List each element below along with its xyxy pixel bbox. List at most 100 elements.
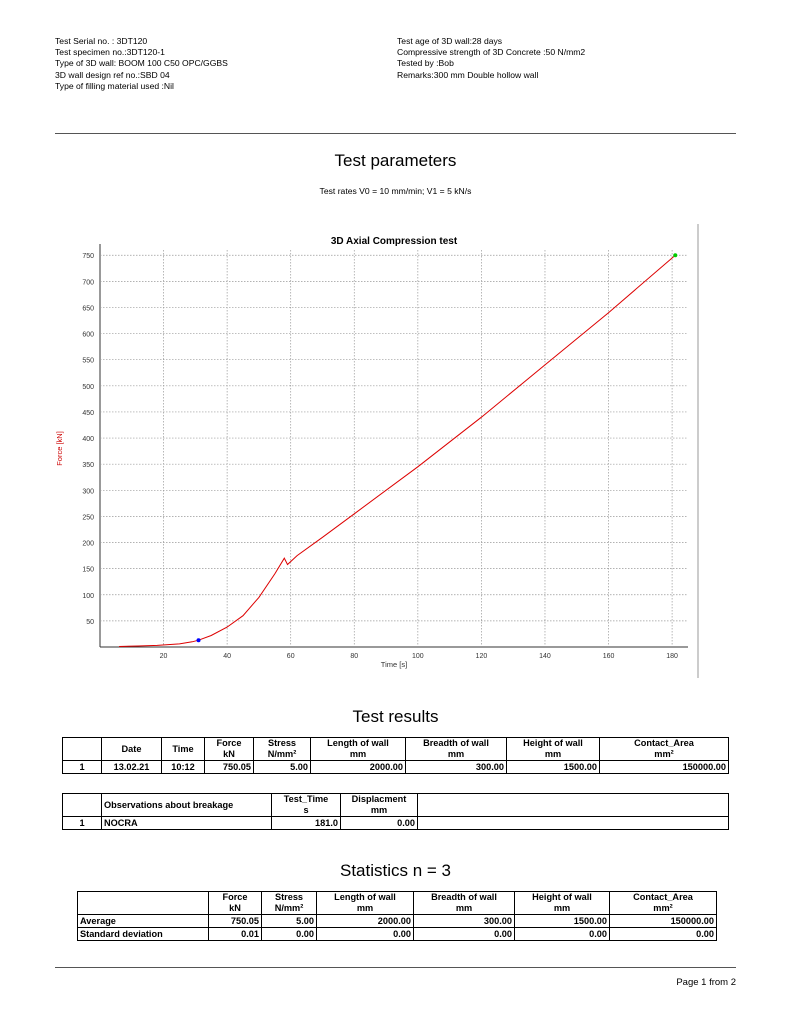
results-contact-area: 150000.00 xyxy=(599,760,729,774)
results-col-length: Length of wall mm xyxy=(310,737,406,761)
chart-title: 3D Axial Compression test xyxy=(331,236,458,247)
results-stress: 5.00 xyxy=(253,760,311,774)
stats-avg-label: Average xyxy=(77,914,209,928)
results-col-force: Force kN xyxy=(204,737,254,761)
x-tick-label: 120 xyxy=(476,653,488,660)
y-tick-label: 300 xyxy=(82,488,94,495)
test-serial-no: Test Serial no. : 3DT120 xyxy=(55,36,148,46)
results-force: 750.05 xyxy=(204,760,254,774)
top-divider xyxy=(55,133,736,134)
stats-sd-force: 0.01 xyxy=(208,927,262,941)
results-col-time: Time xyxy=(161,737,205,761)
stats-col-stress: Stress N/mm² xyxy=(261,891,317,915)
stats-sd-length: 0.00 xyxy=(316,927,414,941)
results-breadth: 300.00 xyxy=(405,760,507,774)
y-tick-label: 750 xyxy=(82,253,94,260)
obs-col-observations: Observations about breakage xyxy=(101,793,272,817)
results-col-date: Date xyxy=(101,737,162,761)
observations-table: Observations about breakage Test_Time s D… xyxy=(62,793,729,830)
results-col-contact-area: Contact_Area mm² xyxy=(599,737,729,761)
stats-sd-height: 0.00 xyxy=(514,927,610,941)
stats-sd-contact-area: 0.00 xyxy=(609,927,717,941)
obs-displacement: 0.00 xyxy=(340,816,418,830)
y-tick-label: 500 xyxy=(82,384,94,391)
obs-observation: NOCRA xyxy=(101,816,272,830)
results-length: 2000.00 xyxy=(310,760,406,774)
table-row: 1 NOCRA 181.0 0.00 xyxy=(62,816,729,830)
wall-type: Type of 3D wall: BOOM 100 C50 OPC/GGBS xyxy=(55,58,228,69)
y-tick-label: 600 xyxy=(82,332,94,339)
results-height: 1500.00 xyxy=(506,760,600,774)
results-col-index xyxy=(62,737,102,761)
y-tick-label: 650 xyxy=(82,305,94,312)
stats-avg-breadth: 300.00 xyxy=(413,914,515,928)
stats-col-height: Height of wall mm xyxy=(514,891,610,915)
chart-svg: 50 100 150 200 250 300 350 400 450 500 550 600 650 70… xyxy=(55,224,699,678)
obs-blank xyxy=(417,816,729,830)
test-parameters-title: Test parameters xyxy=(334,151,457,170)
results-index: 1 xyxy=(62,760,102,774)
obs-test-time: 181.0 xyxy=(271,816,341,830)
y-tick-label: 700 xyxy=(82,279,94,286)
filling-material: Type of filling material used :Nil xyxy=(55,80,174,91)
page-number: Page 1 from 2 xyxy=(676,977,736,988)
y-tick-label: 200 xyxy=(82,541,94,548)
x-tick-label: 180 xyxy=(666,653,678,660)
y-tick-label: 550 xyxy=(82,358,94,365)
header-right: Test age of 3D wall:28 days Compressive … xyxy=(397,36,585,81)
results-header-row: Date Time Force kN Stress N/mm² Length of … xyxy=(62,737,729,761)
y-tick-label: 250 xyxy=(82,514,94,521)
results-col-height: Height of wall mm xyxy=(506,737,600,761)
obs-index: 1 xyxy=(62,816,102,830)
tested-by: Tested by :Bob xyxy=(397,58,454,69)
y-tick-label: 150 xyxy=(82,567,94,574)
obs-col-displacement: Displacment mm xyxy=(340,793,418,817)
statistics-title: Statistics n = 3 xyxy=(339,861,452,880)
results-date: 13.02.21 xyxy=(101,760,162,774)
bottom-divider xyxy=(55,967,736,968)
start-marker xyxy=(196,638,201,643)
results-table: Date Time Force kN Stress N/mm² Length of … xyxy=(62,737,729,774)
stats-avg-length: 2000.00 xyxy=(316,914,414,928)
stats-col-length: Length of wall mm xyxy=(316,891,414,915)
stats-avg-stress: 5.00 xyxy=(261,914,317,928)
results-time: 10:12 xyxy=(161,760,205,774)
stats-avg-contact-area: 150000.00 xyxy=(609,914,717,928)
stats-sd-label: Standard deviation xyxy=(77,927,209,941)
observations-header-row: Observations about breakage Test_Time s D… xyxy=(62,793,729,817)
x-tick-label: 140 xyxy=(539,653,551,660)
x-tick-label: 60 xyxy=(287,653,295,660)
stats-avg-force: 750.05 xyxy=(208,914,262,928)
wall-design-ref: 3D wall design ref no.:SBD 04 xyxy=(55,69,170,80)
results-col-breadth: Breadth of wall mm xyxy=(405,737,507,761)
y-tick-label: 50 xyxy=(86,619,94,626)
obs-col-test-time: Test_Time s xyxy=(271,793,341,817)
stats-col-label xyxy=(77,891,209,915)
remarks: Remarks:300 mm Double hollow wall xyxy=(397,69,539,80)
y-tick-label: 100 xyxy=(82,593,94,600)
stats-header-row: Force kN Stress N/mm² Length of wall mm Bre… xyxy=(77,891,717,915)
results-col-stress: Stress N/mm² xyxy=(253,737,311,761)
test-results-title: Test results xyxy=(352,707,439,726)
y-axis-label: Force [kN] xyxy=(55,431,64,466)
stats-sd-stress: 0.00 xyxy=(261,927,317,941)
table-row: 1 13.02.21 10:12 750.05 5.00 2000.00 300… xyxy=(62,760,729,774)
stats-sd-breadth: 0.00 xyxy=(413,927,515,941)
header-left: Test Serial no. : 3DT120 Test specimen n… xyxy=(55,36,228,92)
stats-col-contact-area: Contact_Area mm² xyxy=(609,891,717,915)
y-tick-label: 400 xyxy=(82,436,94,443)
test-specimen-no: Test specimen no.:3DT120-1 xyxy=(55,47,165,58)
compressive-strength: Compressive strength of 3D Concrete :50 … xyxy=(397,47,586,58)
x-tick-label: 80 xyxy=(350,653,358,660)
stats-col-force: Force kN xyxy=(208,891,262,915)
statistics-table: Force kN Stress N/mm² Length of wall mm Bre… xyxy=(77,891,717,941)
axial-compression-chart: 50 100 150 200 250 300 350 400 450 500 550 600 650 70… xyxy=(48,222,700,680)
end-marker xyxy=(673,253,678,258)
x-axis-label: Time [s] xyxy=(381,660,407,669)
x-tick-label: 20 xyxy=(160,653,168,660)
stats-col-breadth: Breadth of wall mm xyxy=(413,891,515,915)
obs-col-index xyxy=(62,793,102,817)
x-tick-label: 100 xyxy=(412,653,424,660)
table-row: Average 750.05 5.00 2000.00 300.00 1500.… xyxy=(77,914,717,928)
stats-avg-height: 1500.00 xyxy=(514,914,610,928)
